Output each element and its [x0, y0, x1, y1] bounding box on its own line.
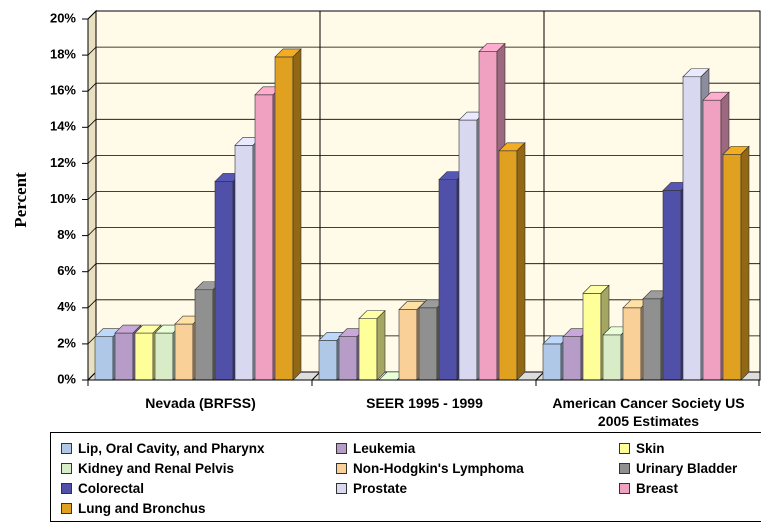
y-tick-label: 6% — [57, 263, 76, 278]
legend-item: Breast — [619, 481, 678, 496]
legend-item: Colorectal — [61, 481, 144, 496]
bar — [254, 94, 274, 381]
y-tick-label: 12% — [50, 155, 76, 170]
bar — [682, 76, 702, 381]
legend-item: Non-Hodgkin's Lymphoma — [336, 461, 524, 476]
y-axis-label: Percent — [11, 172, 30, 228]
grid-line — [87, 46, 97, 56]
bar — [234, 145, 254, 381]
x-tick-label: American Cancer Society US 2005 Estimate… — [552, 395, 745, 429]
bar — [562, 336, 582, 381]
bar — [602, 334, 622, 381]
legend-label: Skin — [636, 441, 665, 456]
bar — [154, 332, 174, 381]
bar — [338, 336, 358, 381]
bar — [418, 307, 438, 381]
grid-line — [87, 82, 97, 92]
bar — [358, 318, 378, 381]
bar-side — [740, 145, 750, 381]
bar — [642, 298, 662, 381]
bar — [498, 150, 518, 381]
bar — [458, 119, 478, 381]
legend-swatch — [61, 483, 72, 494]
bar — [478, 51, 498, 381]
legend-item: Skin — [619, 441, 665, 456]
bar — [174, 323, 194, 381]
legend-item: Urinary Bladder — [619, 461, 737, 476]
grid-line — [87, 191, 97, 200]
bar — [722, 154, 742, 381]
y-tick-label: 18% — [50, 47, 76, 62]
y-tick-label: 4% — [57, 299, 76, 314]
legend-swatch — [336, 443, 347, 454]
x-tick-label: SEER 1995 - 1999 — [366, 395, 483, 411]
chart-area: Percent 0% 2% 4% 6% 8% 10% 12% 14% 16% 18% 20% — [11, 9, 761, 386]
bar — [702, 99, 722, 381]
bar — [398, 309, 418, 381]
bar-side — [292, 48, 302, 381]
legend-item: Lung and Bronchus — [61, 501, 206, 516]
legend-swatch — [61, 503, 72, 514]
y-tick-label: 8% — [57, 227, 76, 242]
bar — [438, 179, 458, 381]
grid-line — [87, 263, 97, 272]
grid-line — [87, 227, 97, 236]
grid-line — [87, 299, 97, 309]
group-divider — [311, 371, 321, 381]
legend-label: Lip, Oral Cavity, and Pharynx — [78, 441, 265, 456]
legend-label: Non-Hodgkin's Lymphoma — [353, 461, 524, 476]
grid-line — [87, 119, 97, 128]
bar-side — [376, 309, 386, 381]
legend-label: Colorectal — [78, 481, 145, 496]
legend-label: Kidney and Renal Pelvis — [78, 461, 235, 476]
bar — [194, 289, 214, 381]
legend-swatch — [61, 463, 72, 474]
y-tick-label: 20% — [50, 10, 76, 25]
grid-line — [87, 10, 97, 20]
legend-item: Prostate — [336, 481, 407, 496]
group-divider — [535, 371, 545, 381]
legend-swatch — [619, 483, 630, 494]
legend-label: Breast — [636, 481, 679, 496]
legend-swatch — [336, 483, 347, 494]
legend-swatch — [61, 443, 72, 454]
y-tick-label: 2% — [57, 335, 76, 350]
legend-swatch — [336, 463, 347, 474]
y-tick-label: 16% — [50, 83, 76, 98]
bar — [114, 332, 134, 381]
bar-side — [516, 142, 526, 381]
bar — [214, 181, 234, 381]
bar — [94, 336, 114, 381]
bar — [582, 293, 602, 381]
bar — [622, 307, 642, 381]
legend-label: Leukemia — [353, 441, 416, 456]
legend-label: Lung and Bronchus — [78, 501, 206, 516]
grid-line — [87, 155, 97, 164]
y-tick-label: 14% — [50, 119, 76, 134]
bar — [662, 190, 682, 381]
legend-item: Kidney and Renal Pelvis — [61, 461, 234, 476]
legend-swatch — [619, 443, 630, 454]
legend-label: Prostate — [353, 481, 408, 496]
bar — [274, 56, 294, 381]
legend-swatch — [619, 463, 630, 474]
y-tick-label: 0% — [57, 371, 76, 386]
bar — [318, 339, 338, 381]
grid-line — [87, 335, 97, 345]
bar — [542, 343, 562, 381]
legend: Lip, Oral Cavity, and Pharynx Leukemia Ski… — [50, 432, 761, 522]
legend-item: Leukemia — [336, 441, 415, 456]
legend-label: Urinary Bladder — [636, 461, 738, 476]
x-tick-label: Nevada (BRFSS) — [145, 395, 256, 411]
y-tick-label: 10% — [50, 191, 76, 206]
bar — [134, 332, 154, 381]
grid-line — [87, 371, 97, 381]
legend-item: Lip, Oral Cavity, and Pharynx — [61, 441, 265, 456]
